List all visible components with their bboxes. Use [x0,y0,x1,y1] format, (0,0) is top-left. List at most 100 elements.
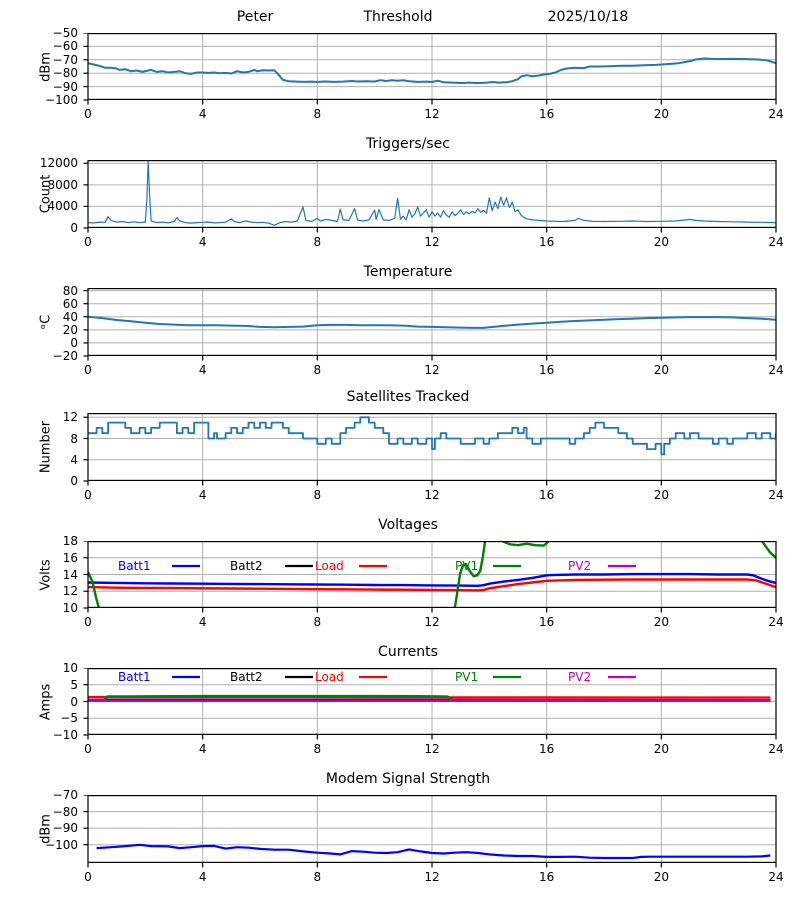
legend-label-PV2: PV2 [568,559,591,573]
plot-area-Voltages: Batt1 Batt2 Load PV1 PV2 [83,541,777,613]
panel-title: Temperature [363,264,453,280]
axes-spines [87,160,777,229]
plot-area-Temperature [83,288,777,361]
x-tick-label: 8 [313,235,322,249]
x-tick-label: 4 [198,235,207,249]
series-Satellites [88,416,776,456]
legend-label-Batt1: Batt1 [118,670,151,684]
y-tick-label: −20 [52,349,78,363]
plot-area-Modem Signal Strength [83,795,777,868]
series-PV1 [88,571,101,608]
x-tick-label: 0 [84,363,92,377]
legend-label-Load: Load [315,559,344,573]
axes-spines [87,33,777,101]
x-tick-label: 0 [84,488,92,502]
legend-label-PV1: PV1 [455,670,478,684]
y-tick-label: 8000 [47,177,78,192]
y-tick-label: 5 [70,677,78,692]
panel-title: Triggers/sec [366,136,450,152]
x-tick-label: 0 [84,615,92,629]
legend-label-Batt2: Batt2 [230,559,263,573]
series-Batt1 [88,572,776,587]
y-tick-label: −90 [52,821,78,836]
x-tick-label: 4 [198,107,207,121]
x-tick-label: 20 [653,870,669,884]
x-tick-label: 4 [198,363,207,377]
x-tick-label: 8 [313,615,322,629]
legend-label-Batt1: Batt1 [118,559,151,573]
y-tick-label: −80 [52,66,78,81]
x-tick-label: 0 [84,107,92,121]
panel-title: Currents [378,644,438,660]
y-tick-label: 12 [62,584,78,599]
series-PV1 [453,541,487,608]
y-tick-label: 12 [62,410,78,425]
series-Threshold [88,57,776,85]
series-Modem [96,843,771,860]
y-tick-label: 20 [62,322,78,337]
x-tick-label: 20 [653,235,669,249]
x-tick-label: 8 [313,488,322,502]
panel-title-1: Threshold [363,9,433,25]
legend-label-PV1: PV1 [455,559,478,573]
y-tick-label: −60 [52,39,78,54]
axes-spines [87,795,777,864]
x-tick-label: 16 [539,870,555,884]
x-tick-label: 12 [424,235,440,249]
y-tick-label: 0 [70,474,78,488]
y-tick-label: 8 [70,431,78,446]
x-tick-label: 4 [198,742,207,756]
y-tick-label: 60 [62,296,78,311]
panel-title-0: Peter [236,9,274,25]
axes-spines [87,413,777,482]
x-tick-label: 0 [84,235,92,249]
x-tick-label: 12 [424,615,440,629]
series-Triggers [88,160,776,226]
y-tick-label: 4000 [47,199,78,214]
plot-area-Triggers/sec [83,160,777,233]
y-tick-label: −80 [52,804,78,819]
y-tick-label: 0 [70,335,78,350]
y-tick-label: −50 [52,26,78,40]
y-tick-label: 40 [62,309,78,324]
y-tick-label: −70 [52,788,78,802]
x-tick-label: 16 [539,363,555,377]
x-tick-label: 20 [653,742,669,756]
x-tick-label: 24 [768,615,784,629]
x-tick-label: 12 [424,363,440,377]
legend-label-PV2: PV2 [568,670,591,684]
y-tick-label: −100 [45,93,78,107]
y-tick-label: 14 [62,567,78,582]
y-tick-label: 10 [62,661,78,675]
x-tick-label: 16 [539,742,555,756]
y-tick-label: 4 [70,452,78,467]
panel-title: Satellites Tracked [346,389,470,405]
plot-area-Satellites Tracked [83,413,777,486]
x-tick-label: 0 [84,742,92,756]
x-tick-label: 20 [653,488,669,502]
series-Load [88,578,776,592]
y-tick-label: 18 [62,534,78,548]
panel-title: Modem Signal Strength [325,771,491,787]
x-tick-label: 8 [313,742,322,756]
x-tick-label: 12 [424,870,440,884]
legend-label-Batt2: Batt2 [230,670,263,684]
x-tick-label: 16 [539,488,555,502]
panel-title: Voltages [378,517,438,533]
x-tick-label: 12 [424,488,440,502]
y-tick-label: 10 [62,601,78,615]
x-tick-label: 24 [768,870,784,884]
y-tick-label: 16 [62,550,78,565]
series-Temperature [88,315,776,329]
y-tick-label: −90 [52,79,78,94]
x-tick-label: 24 [768,107,784,121]
x-tick-label: 12 [424,107,440,121]
series-PV1 [501,541,550,547]
y-tick-label: −10 [52,728,78,742]
x-tick-label: 24 [768,742,784,756]
x-tick-label: 8 [313,870,322,884]
y-tick-label: −70 [52,52,78,67]
x-tick-label: 16 [539,107,555,121]
y-tick-label: −5 [60,711,78,726]
